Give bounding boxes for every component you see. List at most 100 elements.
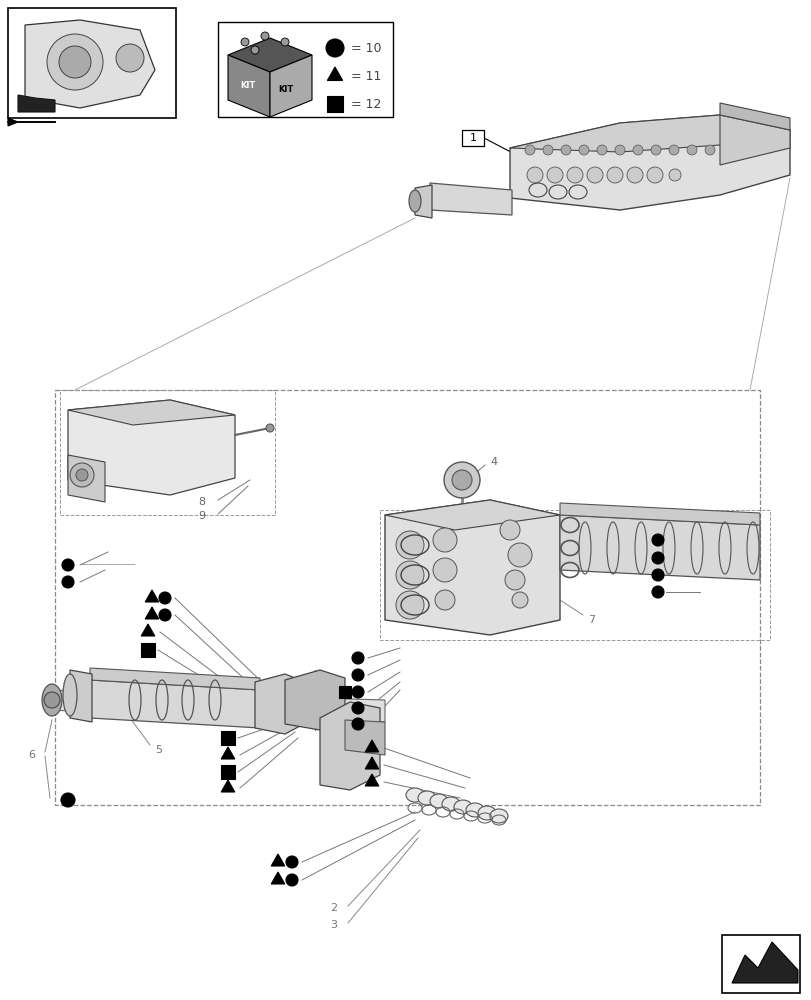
Circle shape xyxy=(285,856,298,868)
Circle shape xyxy=(76,469,88,481)
Polygon shape xyxy=(365,757,379,769)
Text: = 10: = 10 xyxy=(350,41,381,54)
Text: 2: 2 xyxy=(329,903,337,913)
Polygon shape xyxy=(221,747,234,759)
Text: 7: 7 xyxy=(587,615,594,625)
Polygon shape xyxy=(90,668,260,690)
Circle shape xyxy=(62,559,74,571)
Polygon shape xyxy=(509,115,789,210)
Text: = 12: = 12 xyxy=(350,98,381,110)
Polygon shape xyxy=(731,945,747,960)
Polygon shape xyxy=(68,400,234,425)
Circle shape xyxy=(241,38,249,46)
Circle shape xyxy=(651,569,663,581)
Circle shape xyxy=(70,463,94,487)
Circle shape xyxy=(351,702,363,714)
Circle shape xyxy=(59,46,91,78)
Polygon shape xyxy=(320,702,380,790)
Ellipse shape xyxy=(489,809,508,823)
Polygon shape xyxy=(70,670,92,722)
Polygon shape xyxy=(509,115,789,152)
Polygon shape xyxy=(414,185,431,218)
Text: 9: 9 xyxy=(198,511,205,521)
Polygon shape xyxy=(270,55,311,117)
Circle shape xyxy=(650,145,660,155)
Polygon shape xyxy=(719,115,789,165)
Text: 8: 8 xyxy=(198,497,205,507)
Circle shape xyxy=(116,44,144,72)
Polygon shape xyxy=(345,720,384,755)
Polygon shape xyxy=(141,624,155,636)
Bar xyxy=(217,22,393,117)
Polygon shape xyxy=(430,183,512,215)
Circle shape xyxy=(251,46,259,54)
Circle shape xyxy=(626,167,642,183)
Polygon shape xyxy=(719,103,789,130)
Circle shape xyxy=(260,32,268,40)
Circle shape xyxy=(560,145,570,155)
Circle shape xyxy=(651,552,663,564)
Circle shape xyxy=(596,145,607,155)
Circle shape xyxy=(325,39,344,57)
Circle shape xyxy=(351,686,363,698)
Circle shape xyxy=(547,167,562,183)
Circle shape xyxy=(61,793,75,807)
Bar xyxy=(221,765,234,779)
Circle shape xyxy=(504,570,525,590)
Text: 1: 1 xyxy=(469,133,476,143)
Circle shape xyxy=(351,652,363,664)
Ellipse shape xyxy=(409,190,420,212)
Bar xyxy=(327,96,342,112)
Circle shape xyxy=(444,462,479,498)
Text: 6: 6 xyxy=(28,750,35,760)
Ellipse shape xyxy=(441,797,460,811)
Polygon shape xyxy=(560,503,759,525)
Circle shape xyxy=(396,561,423,589)
Circle shape xyxy=(432,558,457,582)
Ellipse shape xyxy=(63,674,77,716)
Circle shape xyxy=(44,692,60,708)
Circle shape xyxy=(508,543,531,567)
Polygon shape xyxy=(68,455,105,502)
Polygon shape xyxy=(68,400,234,495)
Polygon shape xyxy=(45,690,384,722)
Circle shape xyxy=(607,167,622,183)
Circle shape xyxy=(566,167,582,183)
Polygon shape xyxy=(228,38,311,72)
Bar xyxy=(55,390,759,805)
Circle shape xyxy=(651,586,663,598)
Bar xyxy=(338,686,350,698)
Text: = 11: = 11 xyxy=(350,70,381,83)
Bar xyxy=(380,510,769,640)
Bar xyxy=(60,390,275,515)
Circle shape xyxy=(281,38,289,46)
Bar xyxy=(461,130,483,146)
Ellipse shape xyxy=(406,788,423,802)
Ellipse shape xyxy=(466,803,483,817)
Circle shape xyxy=(285,874,298,886)
Polygon shape xyxy=(384,500,560,635)
Polygon shape xyxy=(731,942,797,983)
Polygon shape xyxy=(25,20,155,108)
Circle shape xyxy=(396,531,423,559)
Bar xyxy=(221,731,234,745)
Polygon shape xyxy=(365,774,379,786)
Circle shape xyxy=(452,470,471,490)
Text: 4: 4 xyxy=(489,457,496,467)
Text: KIT: KIT xyxy=(240,81,255,90)
Bar xyxy=(141,643,155,657)
Polygon shape xyxy=(560,515,759,580)
Ellipse shape xyxy=(430,794,448,808)
Polygon shape xyxy=(18,95,55,112)
Circle shape xyxy=(651,534,663,546)
Polygon shape xyxy=(365,740,379,752)
Circle shape xyxy=(526,167,543,183)
Circle shape xyxy=(435,590,454,610)
Circle shape xyxy=(432,528,457,552)
Circle shape xyxy=(266,424,273,432)
Polygon shape xyxy=(285,670,345,730)
Circle shape xyxy=(525,145,534,155)
Ellipse shape xyxy=(42,684,62,716)
Ellipse shape xyxy=(453,800,471,814)
Polygon shape xyxy=(327,67,342,81)
